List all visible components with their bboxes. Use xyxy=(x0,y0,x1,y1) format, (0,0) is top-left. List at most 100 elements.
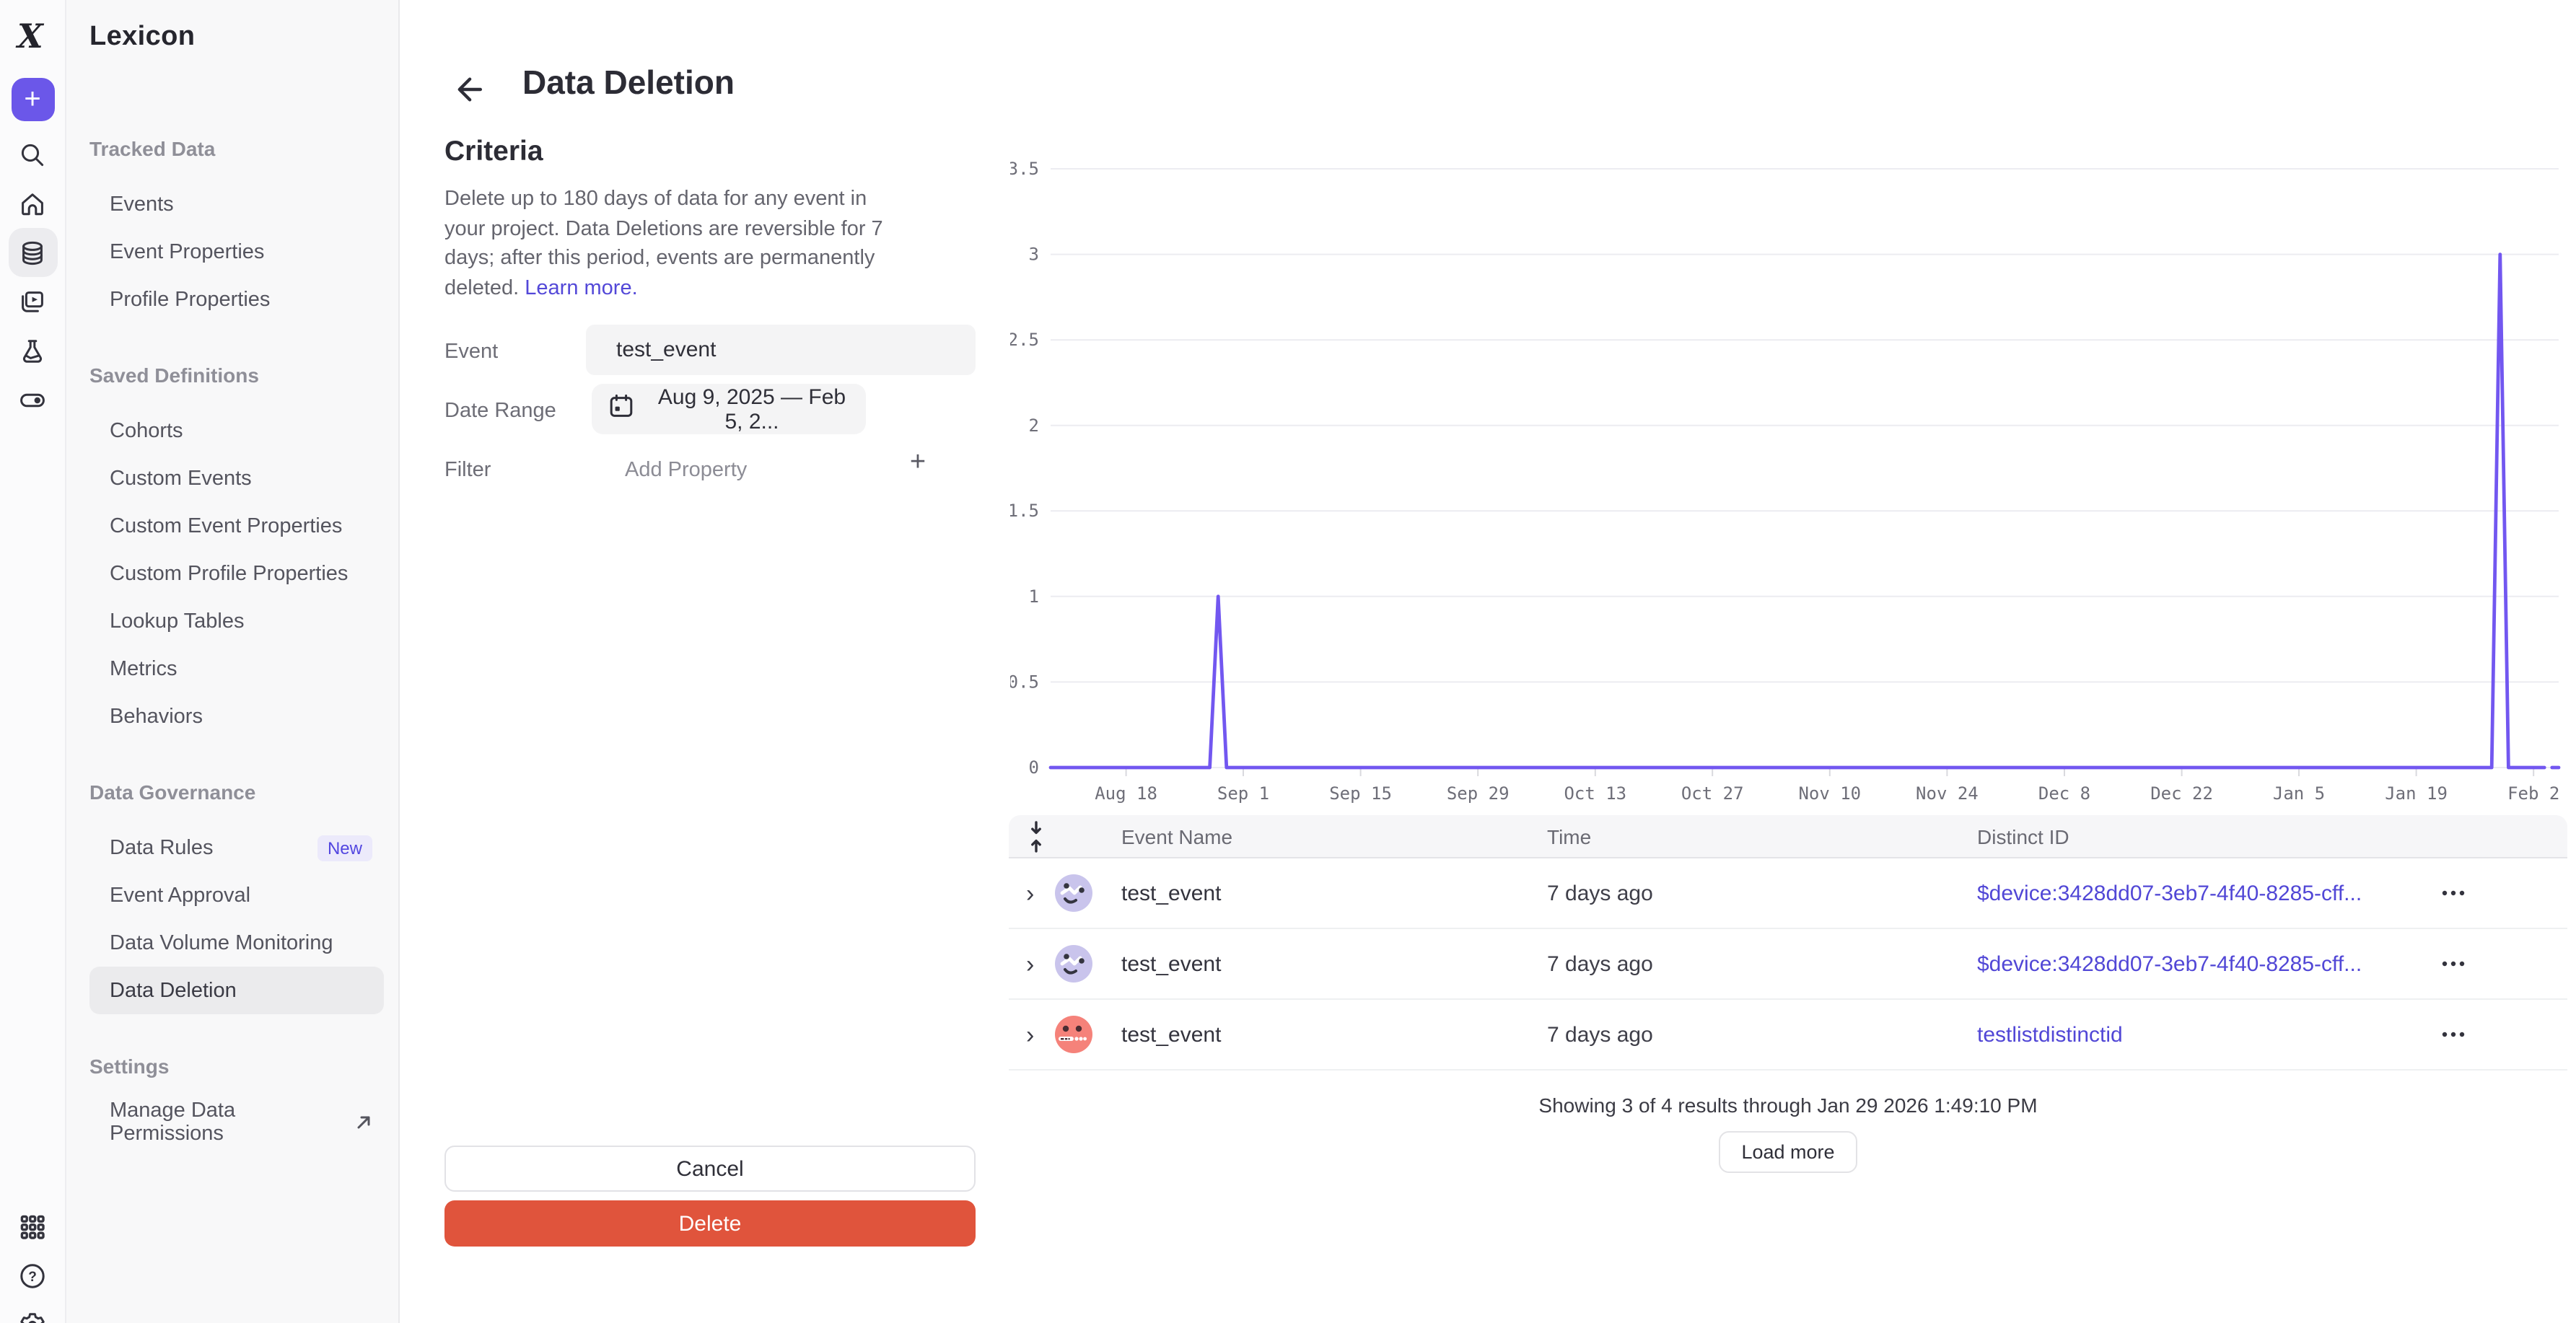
sort-icon[interactable] xyxy=(1009,820,1121,852)
new-badge: New xyxy=(317,835,372,861)
sidebar-item-custom-event-properties[interactable]: Custom Event Properties xyxy=(89,502,384,550)
svg-text:Sep 29: Sep 29 xyxy=(1447,783,1510,804)
svg-text:Dec 22: Dec 22 xyxy=(2150,783,2213,804)
sidebar-section-saved-definitions: Saved Definitions Cohorts Custom Events Cus… xyxy=(89,362,384,740)
time-cell: 7 days ago xyxy=(1547,951,1653,976)
expand-row-chevron-icon[interactable]: › xyxy=(1026,950,1035,977)
sidebar-item-custom-profile-properties[interactable]: Custom Profile Properties xyxy=(89,550,384,597)
calendar-icon xyxy=(609,394,634,424)
svg-text:1: 1 xyxy=(1029,586,1039,607)
user-avatar xyxy=(1054,945,1092,983)
sidebar-item-manage-data-permissions[interactable]: Manage Data Permissions xyxy=(89,1098,384,1146)
sidebar-item-label: Behaviors xyxy=(110,705,203,728)
sidebar-item-label: Custom Profile Properties xyxy=(110,562,349,585)
external-link-icon xyxy=(355,1113,372,1130)
sidebar-item-data-rules[interactable]: Data Rules New xyxy=(89,824,384,871)
svg-text:Jan 5: Jan 5 xyxy=(2273,783,2325,804)
sidebar-item-event-approval[interactable]: Event Approval xyxy=(89,871,384,919)
svg-text:0.5: 0.5 xyxy=(1010,672,1039,692)
sidebar-item-label: Manage Data Permissions xyxy=(110,1099,236,1145)
criteria-description-text: Delete up to 180 days of data for any ev… xyxy=(444,188,883,299)
event-field-label: Event xyxy=(444,340,499,364)
back-button[interactable] xyxy=(447,69,491,113)
cancel-button[interactable]: Cancel xyxy=(444,1146,976,1192)
table-row: › test_event 7 days ago $device:3428dd07-3e… xyxy=(1009,858,2567,929)
help-icon[interactable]: ? xyxy=(8,1251,57,1300)
sidebar-item-profile-properties[interactable]: Profile Properties xyxy=(89,276,384,323)
svg-text:2: 2 xyxy=(1029,416,1039,436)
page-title: Data Deletion xyxy=(522,63,735,101)
svg-text:X: X xyxy=(14,17,44,55)
svg-text:Nov 24: Nov 24 xyxy=(1916,783,1979,804)
add-filter-plus-icon[interactable]: + xyxy=(901,446,935,480)
svg-text:Dec 8: Dec 8 xyxy=(2038,783,2090,804)
date-range-value: Aug 9, 2025 — Feb 5, 2... xyxy=(657,384,846,434)
search-icon[interactable] xyxy=(8,130,57,179)
svg-text:Oct 27: Oct 27 xyxy=(1681,783,1744,804)
date-range-picker[interactable]: Aug 9, 2025 — Feb 5, 2... xyxy=(592,384,866,434)
distinct-id-link[interactable]: testlistdistinctid xyxy=(1977,1022,2123,1047)
sidebar-sections: Tracked Data Events Event Properties Profil… xyxy=(89,136,384,1146)
sidebar-item-metrics[interactable]: Metrics xyxy=(89,645,384,693)
sidebar-item-events[interactable]: Events xyxy=(89,180,384,228)
sidebar-item-label: Metrics xyxy=(110,657,178,680)
sidebar-item-list: Data Rules New Event Approval Data Volume M… xyxy=(89,824,384,1014)
add-property-button[interactable]: Add Property xyxy=(625,459,748,482)
expand-row-chevron-icon[interactable]: › xyxy=(1026,1021,1035,1048)
event-name-cell: test_event xyxy=(1121,881,1222,905)
sidebar-item-lookup-tables[interactable]: Lookup Tables xyxy=(89,597,384,645)
learn-more-link[interactable]: Learn more. xyxy=(525,276,638,299)
sidebar-item-custom-events[interactable]: Custom Events xyxy=(89,454,384,502)
boards-icon[interactable] xyxy=(8,277,57,326)
sidebar-item-cohorts[interactable]: Cohorts xyxy=(89,407,384,454)
table-row: › test_event 7 days ago $device:3428dd07-3e… xyxy=(1009,929,2567,1000)
results-table: Event Name Time Distinct ID › test_event 7… xyxy=(1009,815,2567,1071)
user-avatar xyxy=(1054,1016,1092,1053)
distinct-id-link[interactable]: $device:3428dd07-3eb7-4f40-8285-cff... xyxy=(1977,951,2362,976)
svg-text:3.5: 3.5 xyxy=(1010,159,1039,179)
sidebar-item-list: Events Event Properties Profile Properties xyxy=(89,180,384,323)
sidebar-item-event-properties[interactable]: Event Properties xyxy=(89,228,384,276)
event-input[interactable]: test_event xyxy=(586,325,976,375)
sidebar-section-label: Saved Definitions xyxy=(89,364,259,387)
row-more-menu-button[interactable] xyxy=(2426,887,2567,899)
sidebar-item-list: Cohorts Custom Events Custom Event Propert… xyxy=(89,407,384,740)
sidebar-item-data-deletion[interactable]: Data Deletion xyxy=(89,967,384,1014)
row-more-menu-button[interactable] xyxy=(2426,1029,2567,1040)
create-plus-icon[interactable]: + xyxy=(11,78,54,121)
sidebar-section-label: Data Governance xyxy=(89,781,256,804)
experiments-icon[interactable] xyxy=(8,326,57,375)
settings-gear-icon[interactable] xyxy=(8,1300,57,1323)
load-more-button[interactable]: Load more xyxy=(1718,1131,1858,1173)
home-icon[interactable] xyxy=(8,179,57,228)
mixpanel-logo-icon[interactable]: X xyxy=(14,17,51,55)
user-avatar xyxy=(1054,874,1092,912)
lexicon-sidebar: Lexicon Tracked Data Events Event Properti… xyxy=(66,0,400,1323)
sidebar-item-behaviors[interactable]: Behaviors xyxy=(89,693,384,740)
sidebar-title: Lexicon xyxy=(89,22,196,52)
distinct-id-link[interactable]: $device:3428dd07-3eb7-4f40-8285-cff... xyxy=(1977,881,2362,905)
table-row: › test_event 7 days ago testlistdistinctid xyxy=(1009,1000,2567,1071)
delete-button[interactable]: Delete xyxy=(444,1200,976,1247)
apps-grid-icon[interactable] xyxy=(8,1202,57,1251)
expand-row-chevron-icon[interactable]: › xyxy=(1026,879,1035,907)
col-time[interactable]: Time xyxy=(1547,825,1592,848)
svg-text:Nov 10: Nov 10 xyxy=(1798,783,1861,804)
col-distinct-id[interactable]: Distinct ID xyxy=(1977,825,2069,848)
col-event-name[interactable]: Event Name xyxy=(1121,825,1233,848)
criteria-heading: Criteria xyxy=(444,136,543,167)
time-cell: 7 days ago xyxy=(1547,881,1653,905)
event-name-cell: test_event xyxy=(1121,951,1222,976)
time-cell: 7 days ago xyxy=(1547,1022,1653,1047)
sidebar-section-label: Settings xyxy=(89,1055,170,1078)
svg-text:Sep 15: Sep 15 xyxy=(1329,783,1392,804)
feature-flags-icon[interactable] xyxy=(8,375,57,424)
sidebar-item-list: Manage Data Permissions xyxy=(89,1098,384,1146)
sidebar-item-data-volume-monitoring[interactable]: Data Volume Monitoring xyxy=(89,919,384,967)
data-catalog-icon[interactable] xyxy=(8,228,57,277)
svg-text:Feb 2: Feb 2 xyxy=(2507,783,2559,804)
events-line-chart: 0 0.5 1 1.5 2 2.5 3 3.5 Aug 18 Sep 1 Sep 15 Sep 29 O… xyxy=(1010,144,2576,808)
row-more-menu-button[interactable] xyxy=(2426,958,2567,970)
arrow-left-icon xyxy=(453,73,485,109)
